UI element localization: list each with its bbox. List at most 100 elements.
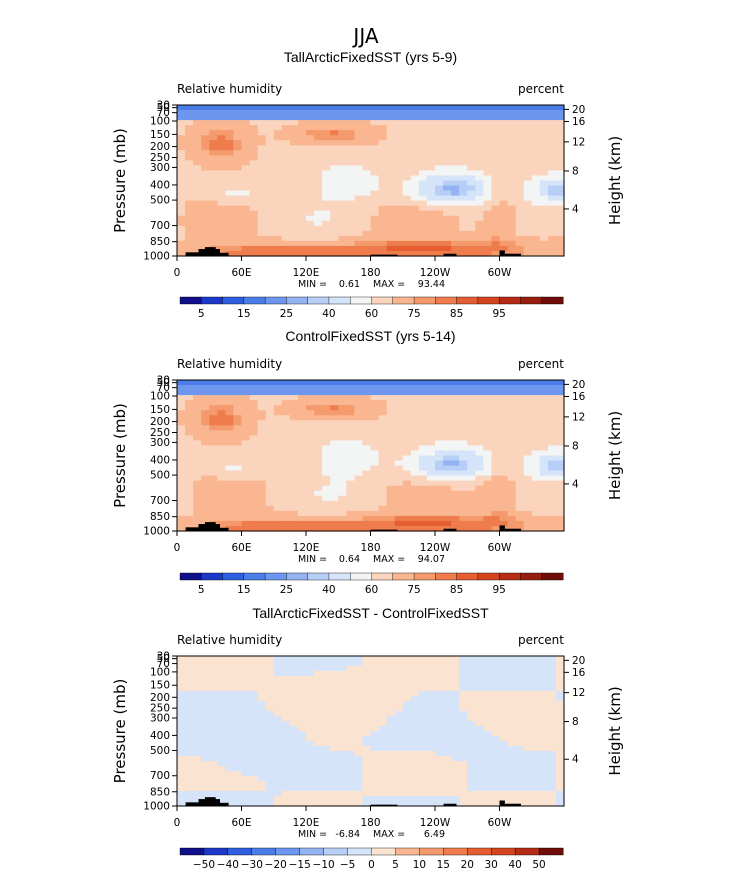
colorbar-swatch [203, 847, 229, 856]
field-cell [426, 130, 436, 136]
field-cell [209, 405, 218, 411]
field-cell [257, 140, 267, 146]
field-cell [217, 425, 226, 431]
field-cell [539, 721, 549, 727]
field-cell [539, 470, 549, 477]
field-cell [297, 480, 307, 487]
field-cell [241, 415, 251, 421]
field-cell [289, 235, 299, 242]
field-cell [410, 390, 420, 396]
field-cell [475, 110, 484, 116]
field-cell [459, 395, 468, 401]
field-cell [354, 205, 364, 212]
field-cell [499, 751, 509, 757]
field-cell [346, 751, 355, 757]
field-cell [515, 380, 525, 386]
field-cell [475, 510, 484, 517]
field-cell [265, 230, 275, 237]
y-axis-title: Pressure (mb) [111, 128, 129, 233]
field-cell [217, 435, 226, 441]
field-cell [257, 515, 267, 522]
field-cell [491, 160, 501, 166]
field-cell [451, 450, 460, 457]
field-cell [459, 701, 468, 707]
field-cell [459, 681, 468, 687]
field-cell [306, 140, 315, 146]
field-cell [394, 155, 404, 161]
field-cell [499, 711, 509, 717]
field-cell [185, 150, 194, 156]
field-cell [435, 520, 444, 527]
field-cell [531, 706, 541, 712]
field-cell [483, 145, 493, 151]
field-cell [362, 170, 372, 177]
field-cell [483, 170, 493, 177]
field-cell [233, 691, 243, 697]
field-cell [370, 460, 380, 467]
field-cell [459, 190, 468, 197]
field-cell [435, 736, 444, 742]
field-cell [435, 711, 444, 717]
field-cell [273, 410, 283, 416]
field-cell [281, 766, 291, 772]
field-cell [547, 766, 557, 772]
field-cell [177, 140, 186, 146]
field-cell [241, 796, 251, 802]
field-cell [507, 200, 517, 207]
field-cell [265, 796, 275, 802]
field-cell [443, 130, 452, 136]
field-cell [354, 696, 364, 702]
field-cell [547, 420, 557, 426]
y-tick-label: 50 [157, 102, 170, 114]
field-cell [330, 475, 339, 482]
field-cell [451, 225, 460, 232]
field-cell [346, 380, 355, 386]
field-cell [241, 135, 251, 141]
field-cell [273, 450, 283, 457]
field-cell [386, 786, 396, 792]
field-cell [378, 505, 388, 512]
field-cell [265, 666, 275, 672]
field-cell [378, 150, 388, 156]
field-cell [378, 666, 388, 672]
field-cell [515, 736, 525, 742]
field-cell [426, 215, 436, 222]
field-cell [249, 791, 259, 797]
field-cell [491, 205, 501, 212]
field-cell [483, 405, 493, 411]
field-cell [523, 170, 533, 177]
field-cell [475, 771, 484, 777]
field-cell [314, 430, 323, 436]
field-cell [273, 175, 283, 182]
field-cell [338, 175, 347, 182]
field-cell [306, 661, 315, 667]
field-cell [209, 756, 218, 762]
field-cell [547, 150, 557, 156]
field-cell [241, 425, 251, 431]
field-cell [201, 490, 210, 497]
field-cell [330, 130, 339, 136]
field-cell [443, 155, 452, 161]
field-cell [322, 776, 331, 782]
field-cell [338, 410, 347, 416]
y-tick-label: 300 [150, 437, 170, 449]
field-cell [297, 731, 307, 737]
field-cell [491, 415, 501, 421]
field-cell [435, 395, 444, 401]
field-cell [394, 215, 404, 222]
field-cell [402, 430, 412, 436]
field-cell [499, 385, 509, 391]
field-cell [233, 711, 243, 717]
field-cell [177, 225, 186, 232]
field-cell [370, 230, 380, 237]
field-cell [491, 500, 501, 507]
field-cell [338, 205, 347, 212]
field-cell [289, 415, 299, 421]
field-cell [177, 746, 186, 752]
field-cell [362, 185, 372, 192]
field-cell [507, 235, 517, 242]
field-cell [209, 115, 218, 121]
field-cell [418, 225, 428, 232]
field-cell [306, 205, 315, 212]
field-cell [370, 470, 380, 477]
